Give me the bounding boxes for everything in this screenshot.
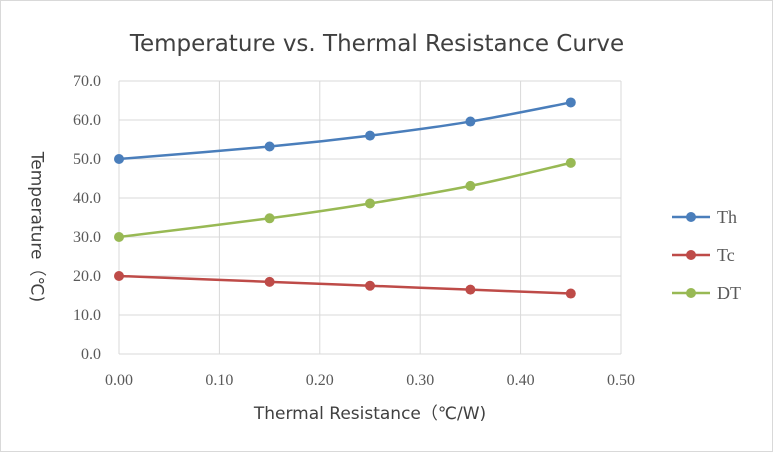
x-tick-label: 0.30 xyxy=(406,372,434,389)
y-tick-label: 40.0 xyxy=(73,190,101,207)
data-point-th xyxy=(365,130,375,141)
x-tick-label: 0.00 xyxy=(105,372,133,389)
y-tick-label: 60.0 xyxy=(73,112,101,129)
series xyxy=(114,97,576,299)
x-axis-label: Thermal Resistance（℃/W) xyxy=(253,404,487,424)
data-point-th xyxy=(114,154,124,164)
legend: Th Tc DT xyxy=(672,207,741,303)
data-point-th xyxy=(565,97,576,108)
legend-label-dt: DT xyxy=(717,283,741,303)
data-point-th xyxy=(264,141,275,152)
y-tick-label: 0.0 xyxy=(81,346,101,363)
y-tick-label: 10.0 xyxy=(73,307,101,324)
data-point-tc xyxy=(114,271,124,281)
y-tick-label: 70.0 xyxy=(73,73,101,90)
legend-marker-dt xyxy=(686,288,696,298)
tick-labels: 0.0 10.0 20.0 30.0 40.0 50.0 60.0 70.0 0.00 0.10 0… xyxy=(73,73,635,389)
grid xyxy=(118,80,622,355)
x-tick-label: 0.10 xyxy=(205,372,233,389)
x-tick-label: 0.40 xyxy=(507,372,535,389)
y-tick-label: 20.0 xyxy=(73,268,101,285)
x-tick-label: 0.20 xyxy=(306,372,334,389)
y-tick-label: 30.0 xyxy=(73,229,101,246)
chart-title: Temperature vs. Thermal Resistance Curve xyxy=(129,31,625,57)
legend-label-th: Th xyxy=(717,207,737,227)
legend-label-tc: Tc xyxy=(717,245,735,265)
data-point-tc xyxy=(465,284,476,295)
data-point-dt xyxy=(365,198,375,209)
series-line-dt xyxy=(118,161,572,239)
x-tick-label: 0.50 xyxy=(607,372,635,389)
y-tick-label: 50.0 xyxy=(73,151,101,168)
series-line-tc xyxy=(118,274,571,295)
data-point-th xyxy=(465,116,476,127)
series-line-th xyxy=(118,101,572,161)
data-point-dt xyxy=(465,180,476,191)
data-point-tc xyxy=(264,276,275,287)
legend-marker-th xyxy=(686,212,696,222)
data-point-dt xyxy=(565,157,576,168)
data-point-dt xyxy=(114,232,124,242)
legend-marker-tc xyxy=(686,250,696,260)
data-point-tc xyxy=(365,280,375,291)
data-point-tc xyxy=(565,288,576,299)
data-point-dt xyxy=(264,213,275,224)
